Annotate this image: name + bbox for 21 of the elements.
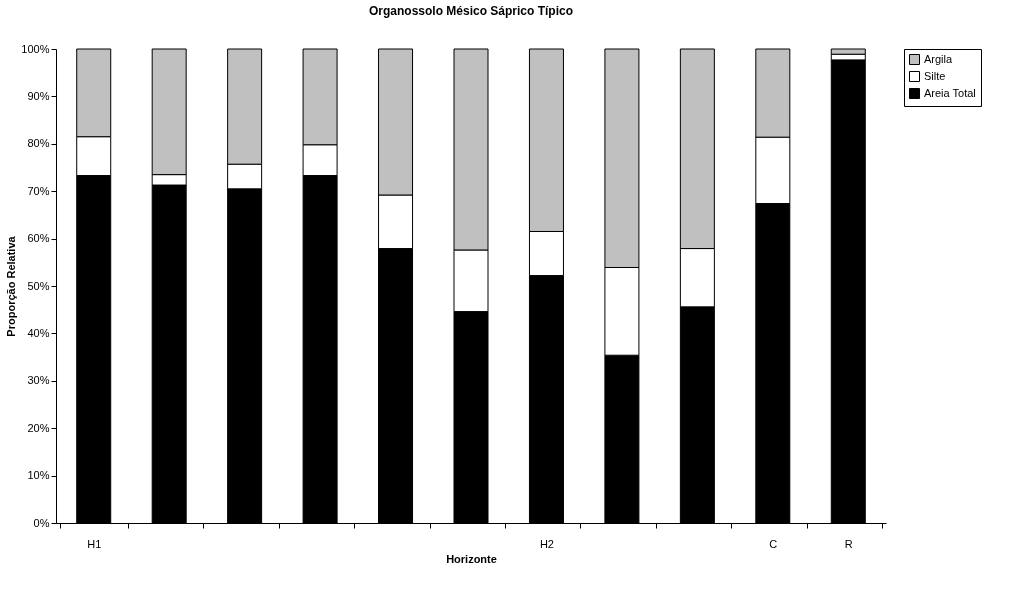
- y-tick-label: 40%: [27, 326, 50, 339]
- chart-title: Organossolo Mésico Sáprico Típico: [368, 4, 574, 18]
- x-tick-label: R: [844, 537, 853, 550]
- legend-label: Argila: [924, 52, 954, 65]
- x-axis-title: Horizonte: [446, 552, 497, 565]
- y-axis-title: Proporção Relativa: [5, 235, 18, 337]
- x-tick-label: H1: [87, 537, 102, 550]
- x-tick-label: C: [769, 537, 778, 550]
- legend-label: Silte: [924, 69, 946, 82]
- y-tick-label: 70%: [27, 184, 50, 197]
- y-tick-label: 100%: [21, 42, 50, 55]
- y-tick-label: 30%: [27, 374, 50, 387]
- y-tick-label: 50%: [27, 279, 50, 292]
- legend-label: Areia Total: [924, 86, 976, 99]
- x-tick-label: H2: [539, 537, 554, 550]
- y-tick-label: 0%: [33, 516, 50, 529]
- y-tick-label: 20%: [27, 421, 50, 434]
- y-tick-label: 80%: [27, 137, 50, 150]
- y-tick-label: 10%: [27, 469, 50, 482]
- y-tick-label: 60%: [27, 232, 50, 245]
- y-tick-label: 90%: [27, 89, 50, 102]
